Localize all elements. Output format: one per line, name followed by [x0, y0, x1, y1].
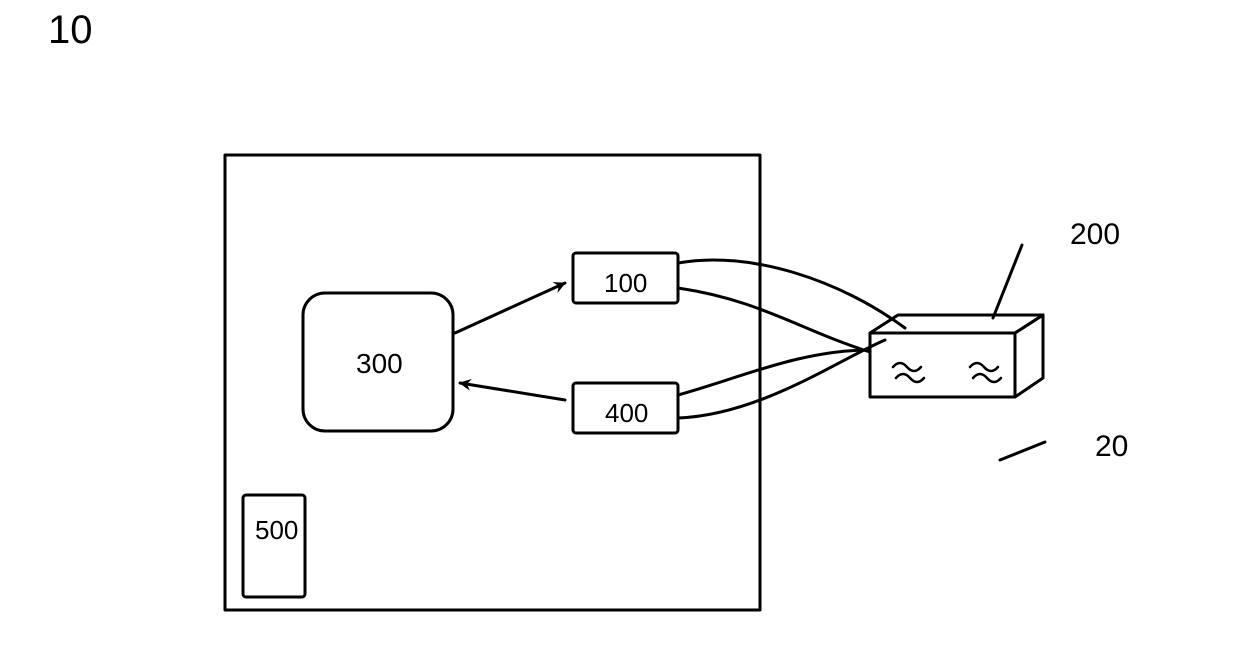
leader-200 — [993, 245, 1022, 318]
device-200-squiggle-0 — [893, 363, 924, 382]
device-200-side — [1015, 315, 1043, 397]
device-200-front — [870, 333, 1015, 397]
block-label-300: 300 — [356, 348, 403, 380]
arrow-300-to-100 — [455, 283, 565, 333]
block-label-400: 400 — [605, 398, 648, 429]
block-500 — [243, 495, 305, 597]
ref-label-10: 10 — [48, 8, 93, 53]
leader-20 — [1000, 442, 1045, 460]
wire-100-bottom — [678, 288, 870, 352]
ref-label-20: 20 — [1095, 430, 1128, 464]
block-label-500: 500 — [255, 515, 298, 546]
block-label-100: 100 — [604, 268, 647, 299]
ref-label-200: 200 — [1070, 218, 1120, 252]
wire-400-top — [678, 350, 870, 395]
device-200-squiggle-1 — [970, 363, 1001, 382]
arrow-400-to-300 — [460, 383, 565, 400]
diagram-canvas — [0, 0, 1240, 653]
